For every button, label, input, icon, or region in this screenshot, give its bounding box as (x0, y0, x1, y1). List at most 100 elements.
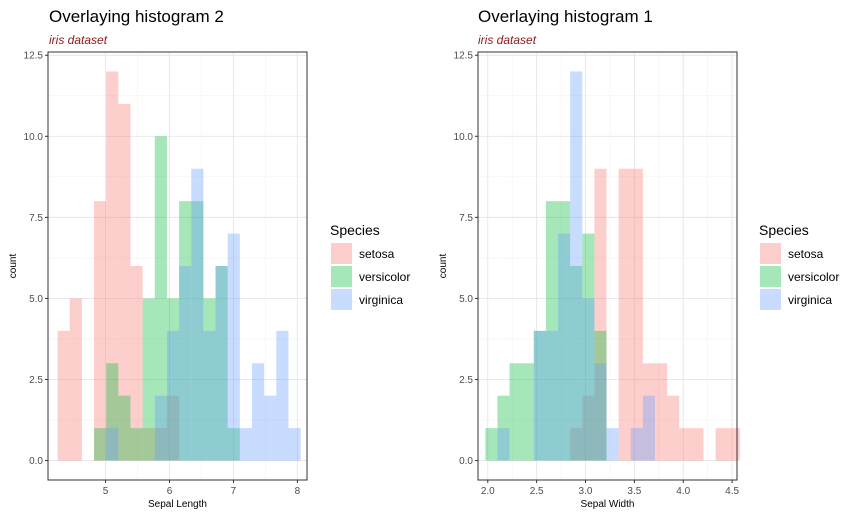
legend-key-setosa (331, 243, 352, 264)
x-tick-label: 2.5 (530, 486, 544, 497)
bar-versicolor (521, 363, 534, 461)
bar-virginica (288, 428, 301, 461)
x-axis-title: Sepal Length (148, 499, 207, 510)
bar-virginica (606, 428, 619, 461)
bar-virginica (570, 71, 583, 461)
chart-title: Overlaying histogram 2 (49, 7, 224, 26)
chart-title: Overlaying histogram 1 (478, 7, 653, 26)
bar-versicolor (545, 201, 559, 461)
bar-versicolor (106, 363, 119, 461)
histogram-bars (57, 71, 301, 461)
y-tick-label: 2.5 (29, 375, 43, 386)
bar-setosa (582, 395, 595, 461)
chart-subtitle: iris dataset (49, 33, 108, 47)
bar-versicolor (485, 428, 498, 461)
bar-setosa (94, 201, 107, 461)
legend-title: Species (759, 222, 809, 238)
x-axis-title: Sepal Width (581, 499, 635, 510)
y-tick-label: 7.5 (29, 213, 43, 224)
bar-versicolor (509, 363, 522, 461)
y-axis-title: count (8, 254, 19, 279)
legend-label: versicolor (359, 270, 410, 284)
y-tick-label: 5.0 (459, 294, 473, 305)
bar-versicolor (582, 233, 595, 461)
y-tick-label: 0.0 (29, 456, 43, 467)
bar-versicolor (130, 428, 143, 461)
bar-setosa (679, 428, 692, 461)
bar-setosa (630, 168, 643, 461)
bar-versicolor (215, 266, 228, 461)
y-tick-label: 5.0 (29, 294, 43, 305)
bar-versicolor (142, 298, 155, 461)
bar-setosa (691, 428, 704, 461)
y-tick-label: 10.0 (454, 132, 474, 143)
bar-setosa (57, 330, 70, 461)
grid-lines (478, 52, 737, 480)
bar-setosa (166, 395, 180, 461)
bar-virginica (166, 330, 180, 461)
bar-versicolor (166, 298, 180, 461)
y-tick-label: 7.5 (459, 213, 473, 224)
x-tick-label: 3.0 (579, 486, 593, 497)
bar-virginica (154, 395, 167, 461)
legend-title: Species (330, 222, 380, 238)
x-tick-label: 2.0 (481, 486, 495, 497)
y-tick-label: 12.5 (24, 51, 44, 62)
plot-area (48, 52, 307, 480)
panel-border (477, 51, 738, 481)
bar-setosa (130, 266, 143, 461)
bar-virginica (203, 330, 216, 461)
bar-versicolor (179, 201, 192, 461)
bar-versicolor (94, 428, 107, 461)
bar-setosa (69, 298, 82, 461)
bar-virginica (582, 298, 595, 461)
bar-virginica (106, 428, 119, 461)
bar-setosa (594, 168, 607, 461)
bar-virginica (239, 428, 253, 461)
bar-virginica (227, 233, 240, 461)
bar-virginica (594, 363, 607, 461)
bar-versicolor (497, 395, 510, 461)
bar-virginica (642, 395, 655, 461)
bar-versicolor (118, 395, 131, 461)
grid-lines (48, 52, 307, 480)
legend-label: virginica (788, 293, 832, 307)
legend-key-versicolor (331, 266, 352, 287)
bar-setosa (570, 428, 583, 461)
legend-label: versicolor (788, 270, 839, 284)
bar-virginica (630, 428, 643, 461)
legend-label: setosa (359, 247, 395, 261)
bar-virginica (558, 233, 571, 461)
x-tick-label: 7 (231, 486, 237, 497)
bar-setosa (154, 428, 167, 461)
plot-area (478, 52, 737, 480)
bar-versicolor (570, 266, 583, 461)
bar-virginica (179, 266, 192, 461)
bar-virginica (276, 330, 289, 461)
x-tick-label: 4.0 (676, 486, 690, 497)
bar-setosa (667, 395, 680, 461)
legend-key-virginica (760, 289, 781, 310)
chart-panel-1: Overlaying histogram 2 iris dataset 0.0 2.5… (8, 7, 410, 510)
x-tick-label: 6 (167, 486, 173, 497)
bar-versicolor (594, 330, 607, 461)
x-tick-label: 4.5 (725, 486, 739, 497)
x-tick-label: 8 (295, 486, 301, 497)
bar-setosa (715, 428, 728, 461)
bar-versicolor (558, 201, 571, 461)
y-tick-label: 10.0 (24, 132, 44, 143)
legend: Species setosa versicolor virginica (759, 222, 839, 310)
bar-versicolor (533, 330, 546, 461)
legend: Species setosa versicolor virginica (330, 222, 410, 310)
bar-virginica (533, 330, 546, 461)
y-axis-title: count (438, 254, 449, 279)
bar-setosa (642, 363, 655, 461)
chart-subtitle: iris dataset (478, 33, 537, 47)
bar-setosa (654, 363, 668, 461)
bar-setosa (106, 71, 119, 461)
bar-setosa (618, 168, 631, 461)
legend-label: setosa (788, 247, 824, 261)
bar-versicolor (203, 298, 216, 461)
histogram-bars (485, 71, 740, 461)
